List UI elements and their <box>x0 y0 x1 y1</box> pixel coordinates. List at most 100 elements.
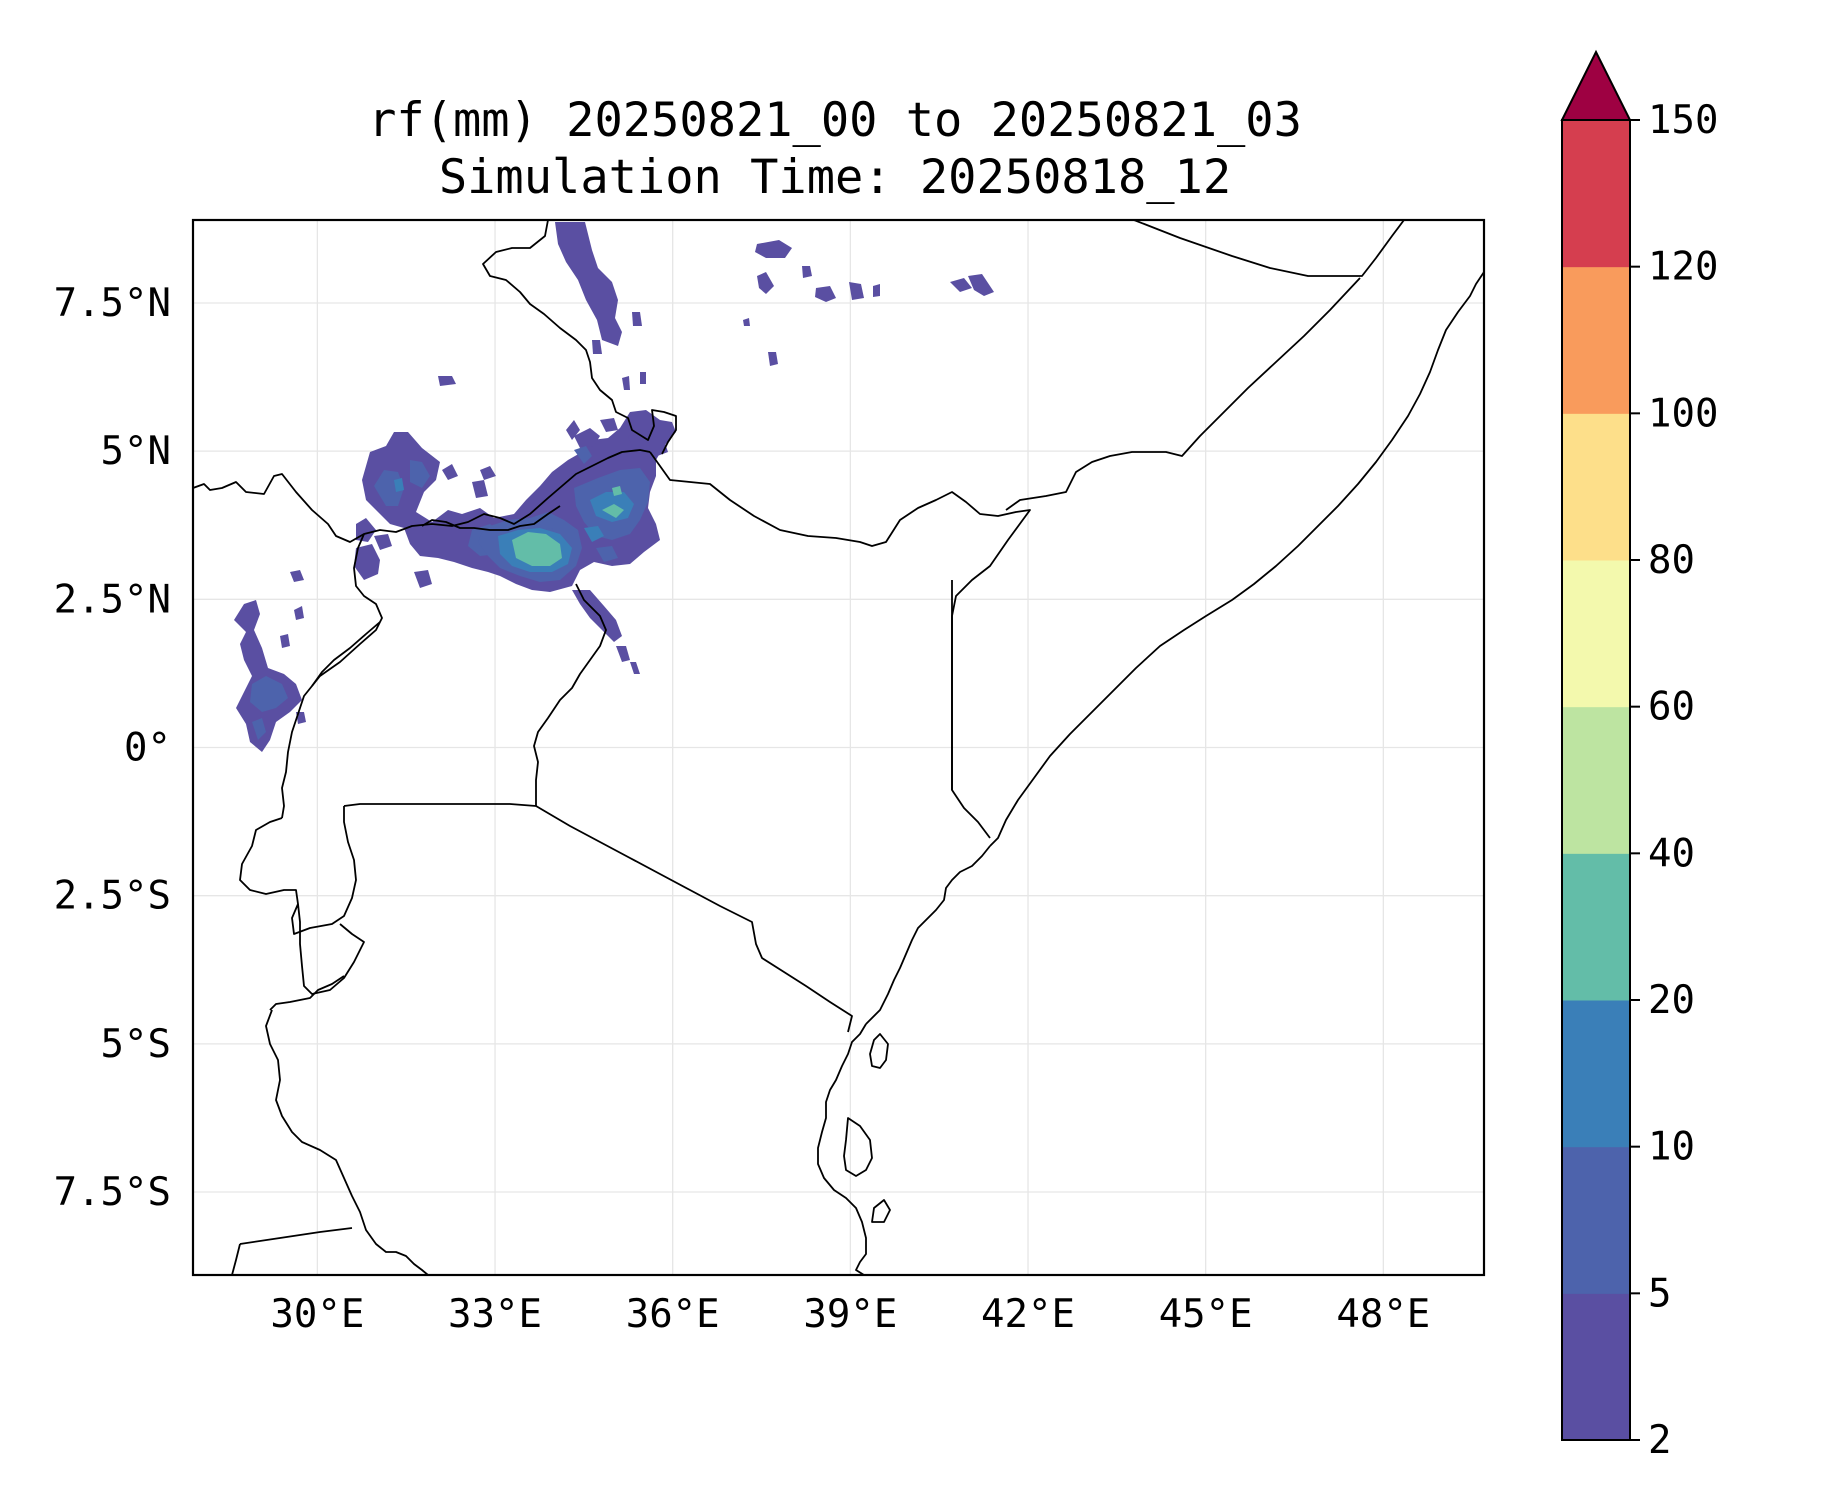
kenya-coastline <box>865 845 991 1025</box>
uganda-northern-border <box>421 505 561 531</box>
colorbar-tick-label: 120 <box>1648 245 1718 290</box>
rain-area-mid <box>410 460 430 488</box>
rain-cell <box>632 312 642 326</box>
map-panel: 30°E 33°E 36°E 39°E 42°E 45°E 48°E 7.5°N 5°N 2.5°… <box>54 218 1486 1337</box>
lake-nyasa-west <box>231 1243 241 1275</box>
south-sudan-southern-border <box>193 449 651 543</box>
rain-area-inner <box>394 478 404 492</box>
rain-area-outer <box>290 570 304 582</box>
uganda-kenya-border <box>533 583 607 806</box>
rain-area-outer <box>600 418 618 432</box>
rain-area-mid <box>574 446 592 464</box>
rain-area-outer <box>616 646 630 662</box>
rain-area-mid <box>250 676 288 712</box>
pemba-island <box>869 1033 889 1069</box>
rain-area-outer <box>630 662 640 674</box>
colorbar-segment <box>1562 1146 1630 1294</box>
rain-area-mid <box>596 546 618 562</box>
lat-tick-label: 0° <box>124 726 171 771</box>
colorbar-tick-label: 2 <box>1648 1418 1671 1463</box>
figure-title-line-2: Simulation Time: 20250818_12 <box>439 150 1231 205</box>
lon-tick-label: 33°E <box>448 1292 542 1337</box>
rain-area-outer <box>472 480 488 498</box>
rain-cell <box>802 266 812 278</box>
rain-area-outer <box>280 634 290 648</box>
lat-tick-label: 2.5°N <box>54 577 171 622</box>
rain-area-outer <box>442 464 458 480</box>
rain-cell <box>849 282 864 300</box>
lon-tick-label: 42°E <box>981 1292 1075 1337</box>
rain-cell <box>438 376 456 386</box>
lake-tanganyika-shore <box>269 975 345 1011</box>
rain-area-outer <box>362 410 676 592</box>
lon-tick-label: 45°E <box>1159 1292 1253 1337</box>
rain-cell <box>555 222 622 346</box>
colorbar-tick-label: 5 <box>1648 1271 1671 1316</box>
colorbar-segment <box>1562 266 1630 414</box>
colorbar-tick-label: 100 <box>1648 391 1718 436</box>
colorbar-tick-label: 60 <box>1648 685 1695 730</box>
kenya-ethiopia-border <box>649 451 1031 790</box>
rain-cell <box>592 340 602 354</box>
country-borders-and-coastline <box>193 220 1405 1275</box>
drc-uganda-border <box>281 533 383 819</box>
rain-area-mid <box>374 470 404 506</box>
ethiopia-scattered-cells <box>438 222 994 390</box>
kenya-somalia-border <box>951 580 991 839</box>
lat-tick-label: 7.5°N <box>54 281 171 326</box>
rain-area-outer <box>572 590 622 642</box>
ethiopia-somalia-border <box>1005 277 1361 511</box>
lake-albert-shore <box>311 621 381 687</box>
colorbar-segment <box>1562 853 1630 1001</box>
northwest-uganda-kenya-cluster <box>290 410 676 674</box>
rain-area-core <box>512 532 562 566</box>
rain-cell <box>873 284 880 297</box>
rain-area-outer <box>628 434 668 458</box>
rain-area-core <box>612 486 622 496</box>
colorbar-segment <box>1562 120 1630 268</box>
rainfall-fill-layer <box>234 222 994 752</box>
colorbar-frame <box>1561 119 1631 1441</box>
colorbar: 2 5 10 20 40 60 80 100 120 150 <box>1560 49 1718 1463</box>
colorbar-tick-label: 150 <box>1648 98 1718 143</box>
rain-area-outer <box>414 570 432 588</box>
tanzania-zambia-border <box>239 1227 353 1245</box>
lat-tick-label: 5°S <box>101 1022 171 1067</box>
mafia-island <box>871 1199 891 1223</box>
colorbar-segment <box>1562 1293 1630 1441</box>
figure-title-line-1: rf(mm) 20250821_00 to 20250821_03 <box>368 93 1302 148</box>
rain-cell <box>755 240 792 258</box>
lake-victoria-tanzania-border <box>343 803 537 807</box>
rain-area-outer <box>480 466 496 480</box>
rain-cell <box>743 318 750 326</box>
lake-tanganyika-west <box>265 1009 429 1275</box>
colorbar-segment <box>1562 1000 1630 1148</box>
map-frame <box>191 218 1486 1277</box>
map-axis-labels: 30°E 33°E 36°E 39°E 42°E 45°E 48°E 7.5°N 5°N 2.5°… <box>54 281 1431 1337</box>
colorbar-segment <box>1562 706 1630 854</box>
rain-cell <box>815 286 836 302</box>
rain-area-outer <box>374 534 392 550</box>
rain-area-outer <box>294 606 304 620</box>
lat-tick-label: 5°N <box>101 429 171 474</box>
colorbar-tick-label: 20 <box>1648 978 1695 1023</box>
rain-cell <box>950 278 972 292</box>
karamoja-core <box>512 486 624 566</box>
kenya-tanzania-border <box>535 805 853 1033</box>
tanzania-coastline <box>817 1023 867 1275</box>
rain-cell <box>640 372 646 384</box>
lat-tick-label: 7.5°S <box>54 1170 171 1215</box>
rain-area-mid <box>252 718 266 740</box>
rain-area-outer <box>234 600 302 752</box>
lon-tick-label: 39°E <box>803 1292 897 1337</box>
zanzibar-island <box>843 1117 873 1177</box>
colorbar-extend-arrow <box>1560 49 1632 121</box>
rain-cell <box>768 352 778 366</box>
rain-cell <box>968 274 994 296</box>
burundi-tanzania-border <box>297 903 365 995</box>
rain-area-outer <box>566 420 580 440</box>
rwanda-burundi-borders <box>239 806 357 935</box>
lon-tick-label: 48°E <box>1336 1292 1430 1337</box>
colorbar-tick-label: 10 <box>1648 1125 1695 1170</box>
